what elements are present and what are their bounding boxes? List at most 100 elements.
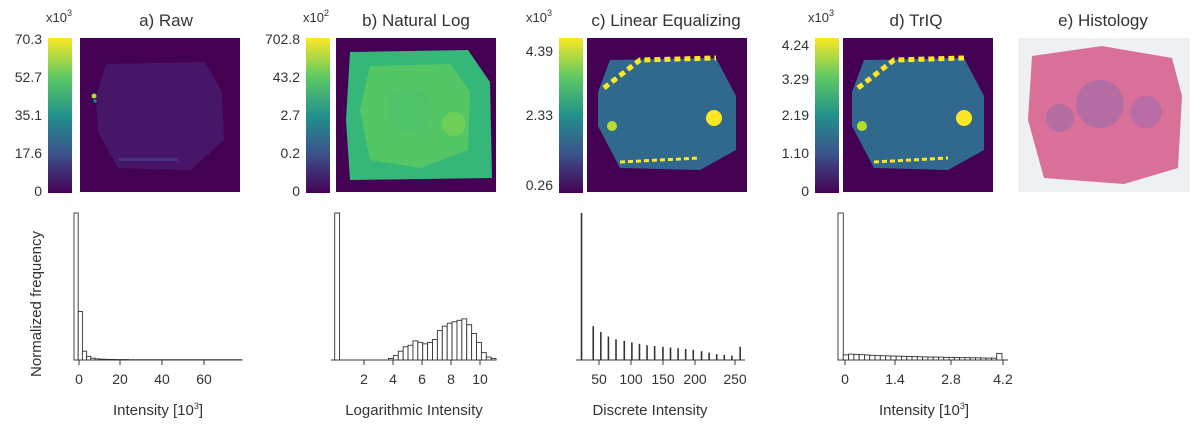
hist-bar [901, 356, 906, 360]
colorbar-a-tick: 70.3 [15, 31, 42, 47]
hist-bar [849, 354, 854, 360]
hist-bar [970, 358, 975, 360]
panel-e-title: e) Histology [1058, 11, 1148, 30]
histology-image [1018, 38, 1190, 192]
hist-bar [986, 358, 991, 360]
hist-bar [991, 358, 996, 360]
hist-bar [949, 357, 954, 360]
hist-bar [481, 353, 486, 360]
hist-bar [944, 357, 949, 360]
panel-b-title: b) Natural Log [362, 11, 470, 30]
hist-bar [838, 213, 843, 360]
hist-bar [95, 359, 99, 360]
hist-a-axes [74, 360, 242, 365]
hist-bar [891, 356, 896, 360]
hist-d-xtick: 0 [841, 371, 849, 387]
hist-bar [870, 355, 875, 360]
colorbar-a [48, 38, 72, 193]
colorbar-a-tick: 52.7 [15, 69, 42, 85]
hist-a-xtick: 0 [75, 371, 83, 387]
hist-b-xtick: 6 [418, 371, 426, 387]
hist-bar [981, 358, 986, 360]
hist-bar [965, 358, 970, 360]
hist-bar [442, 326, 447, 360]
hist-bar [91, 358, 95, 360]
colorbar-d [815, 38, 839, 193]
colorbar-d-tick: 2.19 [782, 107, 809, 123]
hist-c-xtick: 100 [619, 371, 643, 387]
hist-c-xtick: 150 [651, 371, 675, 387]
hist-b-xtick: 8 [447, 371, 455, 387]
hist-b-xtick: 4 [389, 371, 397, 387]
colorbar-d-tick: 3.29 [782, 71, 809, 87]
hist-bar [917, 357, 922, 360]
hist-bar [896, 356, 901, 360]
hist-bar [859, 355, 864, 360]
hist-b-xtick: 10 [472, 371, 488, 387]
colorbar-c-tick: 4.39 [526, 43, 553, 59]
hist-bar [997, 353, 1002, 360]
hist-bar [388, 359, 393, 360]
heatmap-d-image [843, 38, 993, 192]
panel-c-title: c) Linear Equalizing [591, 11, 740, 30]
colorbar-b-tick: 43.2 [273, 69, 300, 85]
hist-bar [108, 359, 112, 360]
hist-bar [954, 358, 959, 360]
hist-bar [447, 323, 452, 360]
hist-bar [408, 345, 413, 360]
colorbar-b-tick: 702.8 [265, 31, 300, 47]
hist-bar [843, 355, 848, 360]
hist-a-bars [74, 213, 242, 360]
hist-bar [928, 357, 933, 360]
hist-d-axes [838, 360, 1008, 365]
colorbar-d-tick: 0 [801, 183, 809, 199]
hist-bar [393, 356, 398, 360]
hist-b-xlabel: Logarithmic Intensity [345, 402, 483, 419]
hist-bar [437, 331, 442, 360]
hist-c-xtick: 250 [723, 371, 747, 387]
shared-ylabel: Normalized frequency [28, 231, 45, 377]
hist-bar [413, 341, 418, 360]
colorbar-c-tick: 0.26 [526, 177, 553, 193]
hist-d-xtick: 4.2 [993, 371, 1013, 387]
hist-bar [428, 342, 433, 360]
colorbar-d-unit: x103 [808, 8, 834, 25]
hist-b-xtick: 2 [360, 371, 368, 387]
hist-d-xtick: 2.8 [941, 371, 961, 387]
hist-bar [78, 311, 82, 360]
colorbar-c [559, 38, 583, 193]
colorbar-d-tick: 1.10 [782, 145, 809, 161]
hist-bar [423, 344, 428, 360]
hist-bar [74, 213, 78, 360]
hist-bar [912, 357, 917, 360]
hist-b-bars [335, 213, 496, 360]
colorbar-b-tick: 0.2 [281, 145, 301, 161]
hist-bar [907, 356, 912, 360]
hist-c-xtick: 200 [683, 371, 707, 387]
hist-bar [87, 356, 91, 360]
hist-bar [462, 319, 467, 360]
hist-bar [418, 342, 423, 360]
hist-bar [864, 355, 869, 360]
colorbar-b [306, 38, 330, 193]
heatmap-b-image [336, 38, 496, 192]
hist-bar [452, 322, 457, 360]
heatmap-a-image [80, 38, 240, 192]
hist-bar [923, 357, 928, 360]
colorbar-d-tick: 4.24 [782, 37, 809, 53]
colorbar-b-unit: x102 [303, 8, 329, 25]
hist-a-xtick: 20 [112, 371, 128, 387]
hist-d-xtick: 1.4 [885, 371, 905, 387]
hist-bar [99, 359, 103, 360]
hist-bar [403, 347, 408, 360]
hist-bar [960, 358, 965, 360]
hist-bar [457, 320, 462, 360]
heatmap-c-image [587, 38, 747, 192]
hist-c-axes [576, 360, 745, 365]
colorbar-c-unit: x103 [526, 8, 552, 25]
hist-bar [880, 356, 885, 360]
colorbar-b-tick: 2.7 [281, 107, 301, 123]
hist-d-xlabel: Intensity [103] [879, 401, 969, 419]
colorbar-a-tick: 35.1 [15, 107, 42, 123]
